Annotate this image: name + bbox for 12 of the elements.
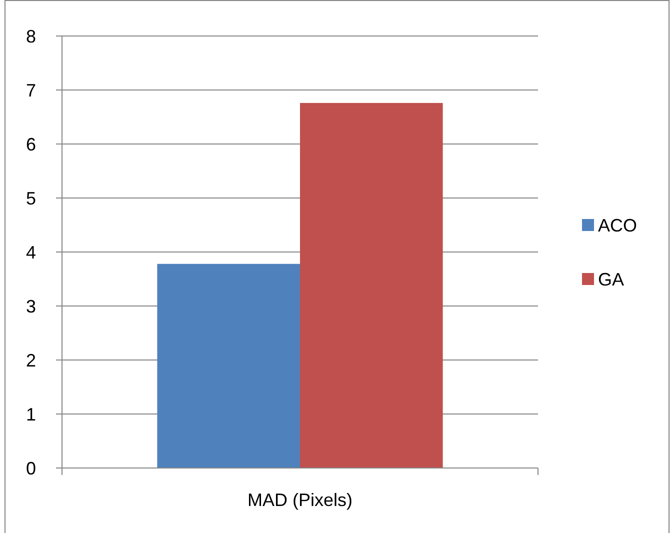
y-tick-label: 2 (26, 350, 36, 370)
y-tick-label: 7 (26, 80, 36, 100)
y-tick-label: 8 (26, 26, 36, 46)
x-tick-label: MAD (Pixels) (247, 490, 353, 510)
y-tick-label: 1 (26, 404, 36, 424)
y-tick-label: 0 (26, 458, 36, 478)
legend-label: ACO (598, 215, 638, 236)
y-tick-label: 6 (26, 134, 36, 154)
y-tick-label: 4 (26, 242, 36, 262)
legend-label: GA (598, 269, 624, 290)
y-tick-label: 3 (26, 296, 36, 316)
y-tick-label: 5 (26, 188, 36, 208)
